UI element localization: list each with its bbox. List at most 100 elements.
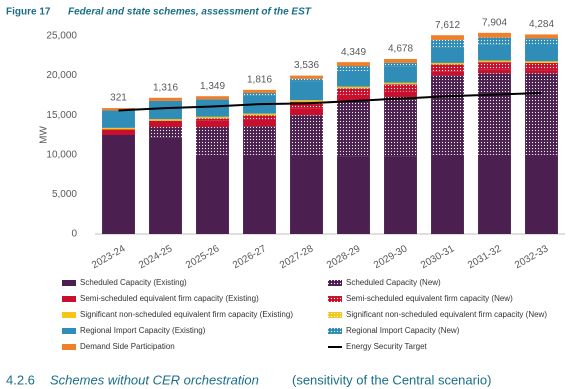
bar-segment: [384, 91, 417, 97]
bar-label: 3,536: [294, 60, 319, 71]
bar-segment: [337, 66, 370, 71]
bar-segment: [384, 82, 417, 85]
bar-segment: [525, 61, 558, 63]
bar-segment: [337, 88, 370, 95]
section-title: Schemes without CER orchestration: [50, 372, 259, 387]
bar-segment: [290, 108, 323, 116]
bar-segment: [525, 154, 558, 234]
legend-label: Significant non-scheduled equivalent fir…: [346, 310, 547, 319]
bar-segment: [337, 70, 370, 87]
bar-segment: [243, 126, 276, 155]
bar-segment: [431, 62, 464, 65]
bar-segment: [478, 73, 511, 155]
target-line: [118, 92, 542, 112]
y-tick-label: 0: [71, 229, 77, 240]
bar-segment: [431, 154, 464, 234]
bar-segment: [149, 97, 182, 101]
bar-segment: [431, 35, 464, 40]
x-tick-label: 2026-27: [231, 243, 269, 271]
x-tick-label: 2023-24: [90, 243, 128, 271]
bar-segment: [478, 69, 511, 74]
bar-segment: [149, 137, 182, 234]
bar-segment: [196, 120, 229, 128]
legend-label: Energy Security Target: [346, 342, 428, 351]
bar-segment: [102, 127, 135, 130]
bar-label: 1,316: [153, 82, 178, 93]
bar-segment: [337, 94, 370, 101]
bar-segment: [478, 37, 511, 45]
bar-label: 7,904: [482, 17, 507, 28]
figure-label: Figure 17: [6, 7, 51, 18]
legend-swatch: [328, 296, 342, 302]
bar-segment: [196, 127, 229, 155]
legend-label: Scheduled Capacity (New): [346, 278, 441, 287]
bar-segment: [431, 64, 464, 72]
bar-segment: [384, 96, 417, 157]
bar-segment: [337, 62, 370, 67]
bar-segment: [478, 154, 511, 234]
legend-swatch: [62, 328, 76, 334]
bar-segment: [431, 39, 464, 48]
bar-segment: [149, 100, 182, 120]
y-tick-label: 20,000: [46, 70, 77, 81]
x-tick-label: 2032-33: [513, 243, 551, 271]
bar-label: 4,284: [529, 19, 554, 30]
legend-swatch: [328, 328, 342, 334]
bar-segment: [290, 115, 323, 155]
x-tick-label: 2031-32: [466, 243, 504, 271]
bar-label: 1,349: [200, 81, 225, 92]
legend-label: Semi-scheduled equivalent firm capacity …: [346, 294, 513, 303]
x-tick-label: 2027-28: [278, 243, 316, 271]
bar-segment: [102, 108, 135, 111]
bar-segment: [290, 75, 323, 79]
bar-segment: [337, 100, 370, 157]
section-number: 4.2.6: [6, 372, 35, 387]
y-tick-label: 15,000: [46, 110, 77, 121]
legend-label: Regional Import Capacity (Existing): [80, 326, 206, 335]
bar-segment: [431, 71, 464, 76]
bar-label: 4,678: [388, 44, 413, 55]
bar-segment: [384, 66, 417, 83]
y-tick-label: 5,000: [52, 189, 77, 200]
legend-swatch: [62, 296, 76, 302]
bar-segment: [384, 156, 417, 234]
bar-segment: [525, 62, 558, 71]
bar-segment: [243, 154, 276, 234]
bar-segment: [290, 81, 323, 101]
bar-segment: [102, 110, 135, 128]
bar-segment: [431, 75, 464, 155]
bar-segment: [149, 127, 182, 138]
bar-segment: [243, 119, 276, 127]
bar-segment: [196, 96, 229, 100]
legend-label: Semi-scheduled equivalent firm capacity …: [80, 294, 259, 303]
bar-segment: [478, 60, 511, 63]
y-axis-label: MW: [39, 126, 50, 144]
bar-segment: [243, 113, 276, 116]
y-tick-label: 25,000: [46, 31, 77, 42]
bar-label: 321: [110, 93, 127, 104]
x-tick-label: 2030-31: [419, 243, 457, 271]
bar-segment: [478, 44, 511, 61]
bar-segment: [102, 129, 135, 135]
bar-segment: [243, 93, 276, 96]
x-tick-label: 2024-25: [137, 243, 175, 271]
bar-segment: [337, 156, 370, 234]
bar-segment: [525, 73, 558, 155]
bar-label: 4,349: [341, 47, 366, 58]
bar-segment: [525, 70, 558, 74]
bar-segment: [290, 100, 323, 102]
bar-segment: [384, 58, 417, 63]
bar-segment: [478, 32, 511, 38]
legend-swatch: [328, 312, 342, 318]
x-tick-label: 2029-30: [372, 243, 410, 271]
bar-segment: [102, 135, 135, 234]
bar-segment: [337, 86, 370, 89]
chart-title: Federal and state schemes, assessment of…: [68, 7, 312, 18]
bar-segment: [243, 115, 276, 120]
legend-swatch: [62, 312, 76, 318]
bar-segment: [196, 99, 229, 117]
bar-segment: [525, 38, 558, 46]
bar-segment: [149, 120, 182, 128]
legend-label: Regional Import Capacity (New): [346, 326, 460, 335]
